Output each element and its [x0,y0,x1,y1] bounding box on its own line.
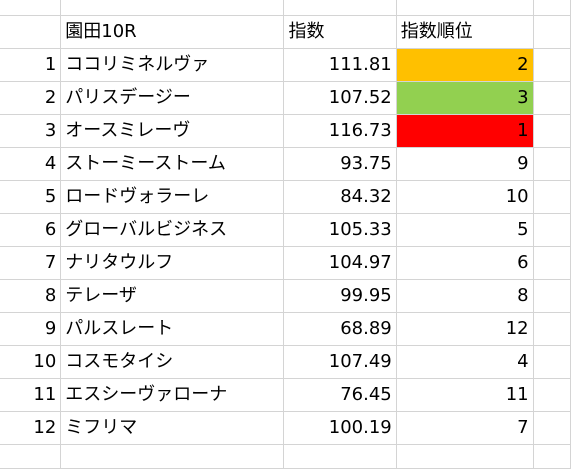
table-row: 3 オースミレーヴ 116.73 1 [0,114,572,148]
cell-index[interactable]: 100.19 [283,411,397,445]
cell[interactable] [533,114,572,148]
table-row: 8 テレーザ 99.95 8 [0,279,572,313]
cell-horse-name[interactable]: パルスレート [60,312,285,346]
cell-horse-name[interactable]: ストーミーストーム [60,147,285,181]
table-row: 4 ストーミーストーム 93.75 9 [0,147,572,181]
cell[interactable] [533,15,572,49]
cell[interactable] [60,0,285,16]
cell-row-number[interactable]: 9 [0,312,62,346]
cell[interactable] [60,444,285,469]
cell-horse-name[interactable]: ナリタウルフ [60,246,285,280]
cell-row-number[interactable]: 5 [0,180,62,214]
cell-header-index[interactable]: 指数 [283,15,397,49]
cell[interactable] [396,0,534,16]
cell-row-number[interactable]: 6 [0,213,62,247]
cell-index[interactable]: 104.97 [283,246,397,280]
table-row: 9 パルスレート 68.89 12 [0,312,572,346]
cell[interactable] [533,411,572,445]
cell-row-number[interactable]: 11 [0,378,62,412]
cell[interactable] [0,444,62,469]
cell-index[interactable]: 76.45 [283,378,397,412]
cell[interactable] [533,180,572,214]
cell-horse-name[interactable]: オースミレーヴ [60,114,285,148]
blank-row-top [0,0,572,16]
cell-horse-name[interactable]: グローバルビジネス [60,213,285,247]
table-row: 1 ココリミネルヴァ 111.81 2 [0,48,572,82]
cell[interactable] [533,279,572,313]
cell-horse-name[interactable]: テレーザ [60,279,285,313]
header-row: 園田10R 指数 指数順位 [0,15,572,49]
cell-index[interactable]: 99.95 [283,279,397,313]
cell[interactable] [533,213,572,247]
cell-index[interactable]: 105.33 [283,213,397,247]
cell[interactable] [533,378,572,412]
cell-rank[interactable]: 3 [396,81,534,115]
cell-horse-name[interactable]: ロードヴォラーレ [60,180,285,214]
cell[interactable] [533,0,572,16]
cell[interactable] [533,147,572,181]
table-row: 6 グローバルビジネス 105.33 5 [0,213,572,247]
cell-row-number[interactable]: 4 [0,147,62,181]
cell-horse-name[interactable]: ミフリマ [60,411,285,445]
cell-rank[interactable]: 9 [396,147,534,181]
cell[interactable] [533,444,572,469]
cell-row-number[interactable]: 10 [0,345,62,379]
cell-horse-name[interactable]: パリスデージー [60,81,285,115]
cell-horse-name[interactable]: エスシーヴァローナ [60,378,285,412]
cell-index[interactable]: 107.49 [283,345,397,379]
cell-header-race[interactable]: 園田10R [60,15,285,49]
cell-horse-name[interactable]: ココリミネルヴァ [60,48,285,82]
cell-rank[interactable]: 8 [396,279,534,313]
cell-row-number[interactable]: 7 [0,246,62,280]
cell-rank[interactable]: 10 [396,180,534,214]
cell-header-n[interactable] [0,15,62,49]
cell[interactable] [533,81,572,115]
cell-horse-name[interactable]: コスモタイシ [60,345,285,379]
cell-index[interactable]: 84.32 [283,180,397,214]
cell-rank[interactable]: 1 [396,114,534,148]
cell-index[interactable]: 68.89 [283,312,397,346]
table-row: 11 エスシーヴァローナ 76.45 11 [0,378,572,412]
cell-rank[interactable]: 4 [396,345,534,379]
cell-rank[interactable]: 7 [396,411,534,445]
cell[interactable] [533,48,572,82]
table-row: 5 ロードヴォラーレ 84.32 10 [0,180,572,214]
table-row: 7 ナリタウルフ 104.97 6 [0,246,572,280]
cell-header-rank[interactable]: 指数順位 [396,15,534,49]
table-row: 2 パリスデージー 107.52 3 [0,81,572,115]
cell[interactable] [283,0,397,16]
cell-index[interactable]: 93.75 [283,147,397,181]
cell-rank[interactable]: 6 [396,246,534,280]
table-row: 12 ミフリマ 100.19 7 [0,411,572,445]
cell-row-number[interactable]: 8 [0,279,62,313]
cell[interactable] [533,345,572,379]
cell-row-number[interactable]: 12 [0,411,62,445]
cell[interactable] [0,0,62,16]
cell-row-number[interactable]: 3 [0,114,62,148]
cell-row-number[interactable]: 1 [0,48,62,82]
cell[interactable] [533,246,572,280]
cell-index[interactable]: 116.73 [283,114,397,148]
cell-index[interactable]: 111.81 [283,48,397,82]
cell-rank[interactable]: 2 [396,48,534,82]
cell[interactable] [396,444,534,469]
cell-rank[interactable]: 12 [396,312,534,346]
cell[interactable] [533,312,572,346]
blank-row-bottom [0,444,572,469]
cell[interactable] [283,444,397,469]
cell-index[interactable]: 107.52 [283,81,397,115]
table-row: 10 コスモタイシ 107.49 4 [0,345,572,379]
cell-rank[interactable]: 11 [396,378,534,412]
cell-rank[interactable]: 5 [396,213,534,247]
cell-row-number[interactable]: 2 [0,81,62,115]
